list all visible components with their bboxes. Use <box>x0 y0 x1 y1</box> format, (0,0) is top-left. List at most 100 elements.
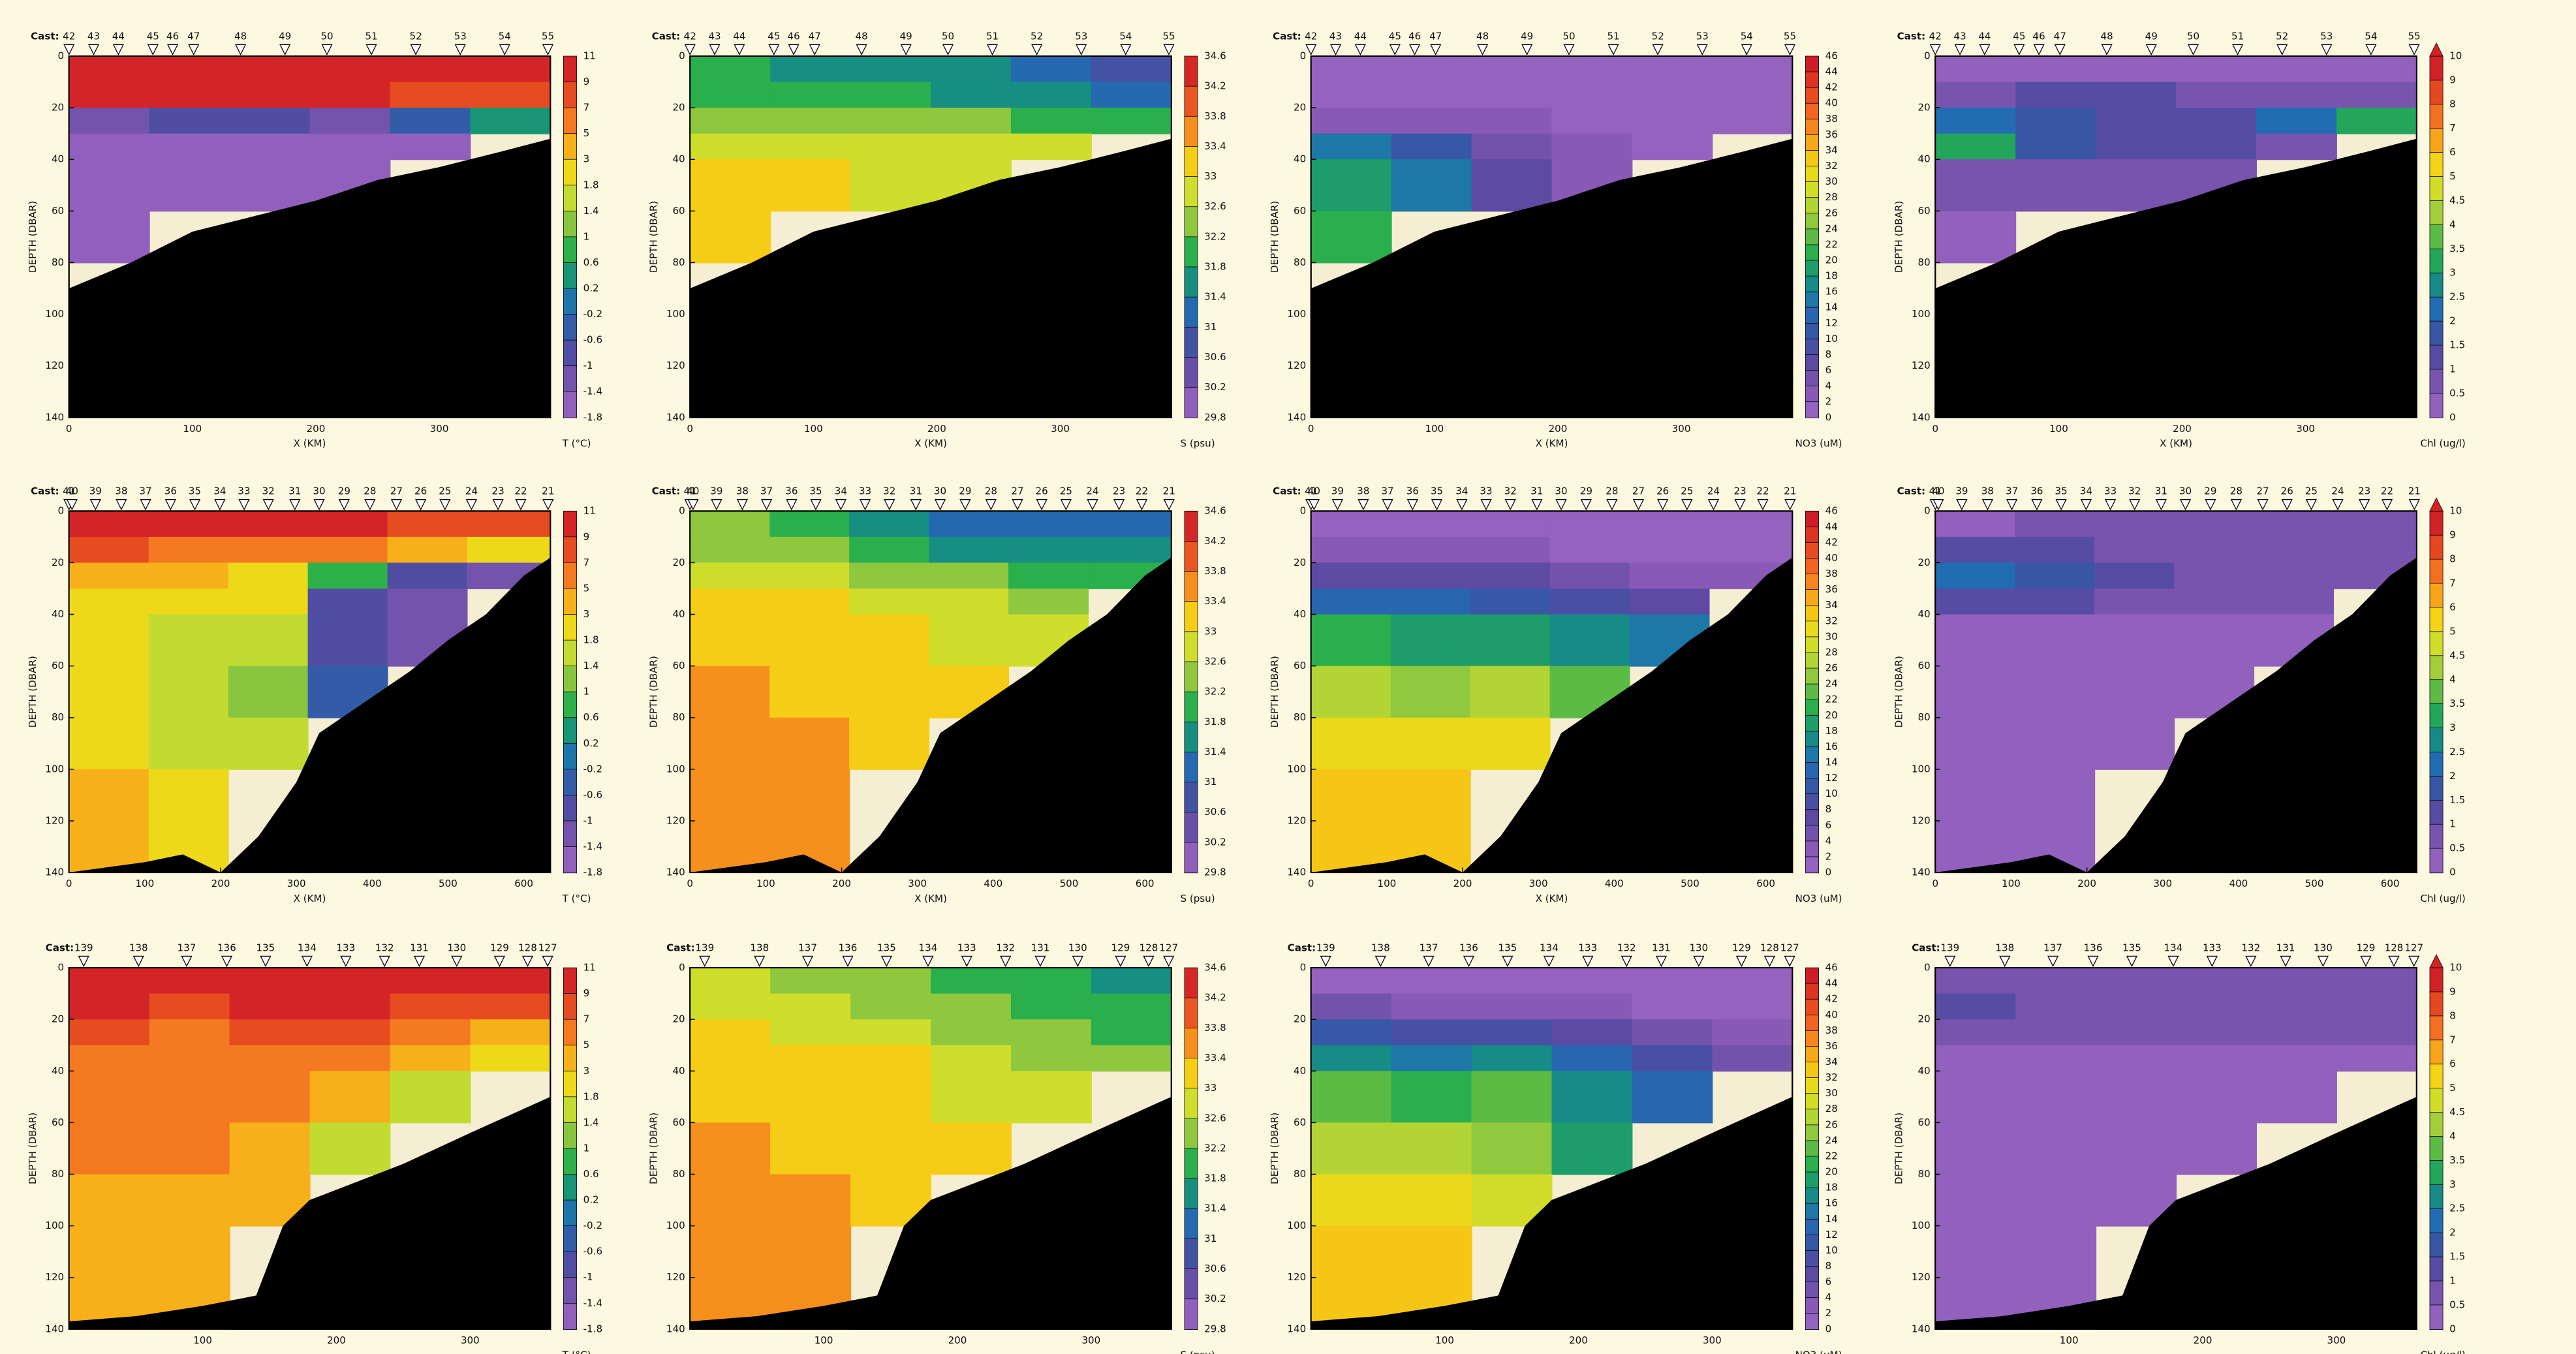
cast-number: 127 <box>1159 942 1178 953</box>
y-tick-label: 60 <box>1294 1116 1306 1128</box>
colorbar-tick-label: 33.8 <box>1204 1022 1226 1034</box>
field-cell <box>1471 993 1553 1021</box>
x-tick-label: 100 <box>1377 878 1396 889</box>
colorbar-segment <box>563 795 577 822</box>
colorbar-tick-label: -0.6 <box>583 1246 602 1257</box>
x-tick-label: 0 <box>687 878 693 889</box>
colorbar-tick-label: 32 <box>1825 160 1838 172</box>
colorbar-tick-label: 33.4 <box>1204 1052 1226 1064</box>
cast-marker <box>880 955 892 967</box>
field-cell <box>2094 536 2175 564</box>
cast-marker <box>1707 499 1720 511</box>
colorbar-segment <box>1184 1027 1198 1059</box>
field-cell <box>69 717 149 770</box>
cast-number: 49 <box>2145 30 2158 42</box>
cast-marker <box>262 499 274 511</box>
cast-number: 42 <box>684 30 696 42</box>
colorbar-tick-label: 0 <box>2449 411 2456 423</box>
x-tick-label: 300 <box>287 878 306 889</box>
cast-marker <box>1741 44 1752 55</box>
field-cell <box>1632 1045 1713 1072</box>
field-cell <box>2174 588 2255 615</box>
cast-marker <box>1034 955 1046 967</box>
cast-marker <box>1115 955 1126 967</box>
cast-marker <box>1329 44 1342 55</box>
y-tick-label: 100 <box>666 1220 685 1231</box>
field-cell <box>1551 1071 1633 1124</box>
x-tick-label: 600 <box>514 878 533 889</box>
cast-marker <box>1431 499 1443 511</box>
colorbar-tick-label: 30.6 <box>1204 351 1226 363</box>
cast-number: 54 <box>1741 30 1753 42</box>
colorbar-tick-label: 20 <box>1825 254 1838 266</box>
cast-number: 51 <box>2231 30 2244 42</box>
colorbar-segment <box>1805 1124 1819 1142</box>
cast-marker <box>842 955 854 967</box>
colorbar-segment <box>1184 1148 1198 1180</box>
y-tick-label: 140 <box>666 867 685 878</box>
cast-marker <box>214 499 226 511</box>
y-tick-label: 0 <box>679 505 685 517</box>
field-cell <box>770 1071 852 1124</box>
colorbar-segment <box>1184 782 1198 813</box>
colorbar-segment <box>1805 1282 1819 1299</box>
field-cell <box>690 108 771 134</box>
colorbar-segment <box>1805 1187 1819 1205</box>
colorbar-segment <box>563 288 577 315</box>
colorbar-tick-label: 30.2 <box>1204 1293 1226 1304</box>
field-cell <box>769 614 850 667</box>
cast-marker <box>1784 44 1796 55</box>
cast-number: 21 <box>542 485 554 497</box>
field-cell <box>1390 666 1471 718</box>
field-cell <box>770 1174 852 1227</box>
y-axis-label: DEPTH (DBAR) <box>27 656 39 728</box>
cast-number: 130 <box>1068 942 1087 953</box>
cast-marker <box>736 499 748 511</box>
colorbar-tick-label: 8 <box>2449 553 2456 565</box>
colorbar-tick-label: 10 <box>1825 333 1838 345</box>
field-cell <box>2176 1071 2257 1124</box>
cast-number: 128 <box>518 942 537 953</box>
field-cell <box>1629 588 1710 615</box>
cast-label: Cast: <box>652 30 680 42</box>
cast-number: 134 <box>298 942 317 953</box>
field-cell <box>467 536 551 564</box>
field-cell <box>228 562 309 589</box>
field-cell <box>929 588 1010 615</box>
cast-number: 24 <box>1086 485 1098 497</box>
y-tick-label: 40 <box>52 153 64 165</box>
cast-marker <box>1621 955 1632 967</box>
colorbar-segment <box>1805 793 1819 810</box>
y-tick-label: 140 <box>45 867 64 878</box>
field-cell <box>470 55 551 83</box>
cast-number: 138 <box>1995 942 2014 953</box>
colorbar-tick-label: 34.2 <box>1204 535 1226 547</box>
cast-number: 30 <box>313 485 325 497</box>
cast-number: 22 <box>2381 485 2393 497</box>
colorbar-segment <box>2429 152 2444 177</box>
cast-marker <box>87 44 100 55</box>
cast-number: 44 <box>112 30 125 42</box>
cast-number: 48 <box>2101 30 2113 42</box>
field-cell <box>931 1122 1012 1175</box>
x-tick-label: 400 <box>1605 878 1624 889</box>
colorbar-tick-label: 8 <box>2449 98 2456 110</box>
cast-marker <box>1000 955 1012 967</box>
field-cell <box>2094 614 2175 667</box>
colorbar-segment <box>1805 386 1819 403</box>
field-cell <box>2256 968 2337 994</box>
cast-number: 130 <box>1689 942 1708 953</box>
field-cell <box>690 993 771 1021</box>
colorbar-segment <box>563 1277 577 1304</box>
colorbar-tick-label: 9 <box>583 531 590 542</box>
colorbar-segment <box>2429 1136 2444 1162</box>
colorbar-tick-label: 0.6 <box>583 711 599 723</box>
colorbar-segment <box>563 339 577 367</box>
y-tick-label: 40 <box>1918 608 1931 620</box>
colorbar-segment <box>1805 621 1819 638</box>
field-cell <box>931 1071 1012 1124</box>
colorbar-tick-label: 1.5 <box>2449 794 2465 806</box>
y-tick-label: 100 <box>1912 1220 1931 1231</box>
colorbar-segment <box>2429 1088 2444 1113</box>
